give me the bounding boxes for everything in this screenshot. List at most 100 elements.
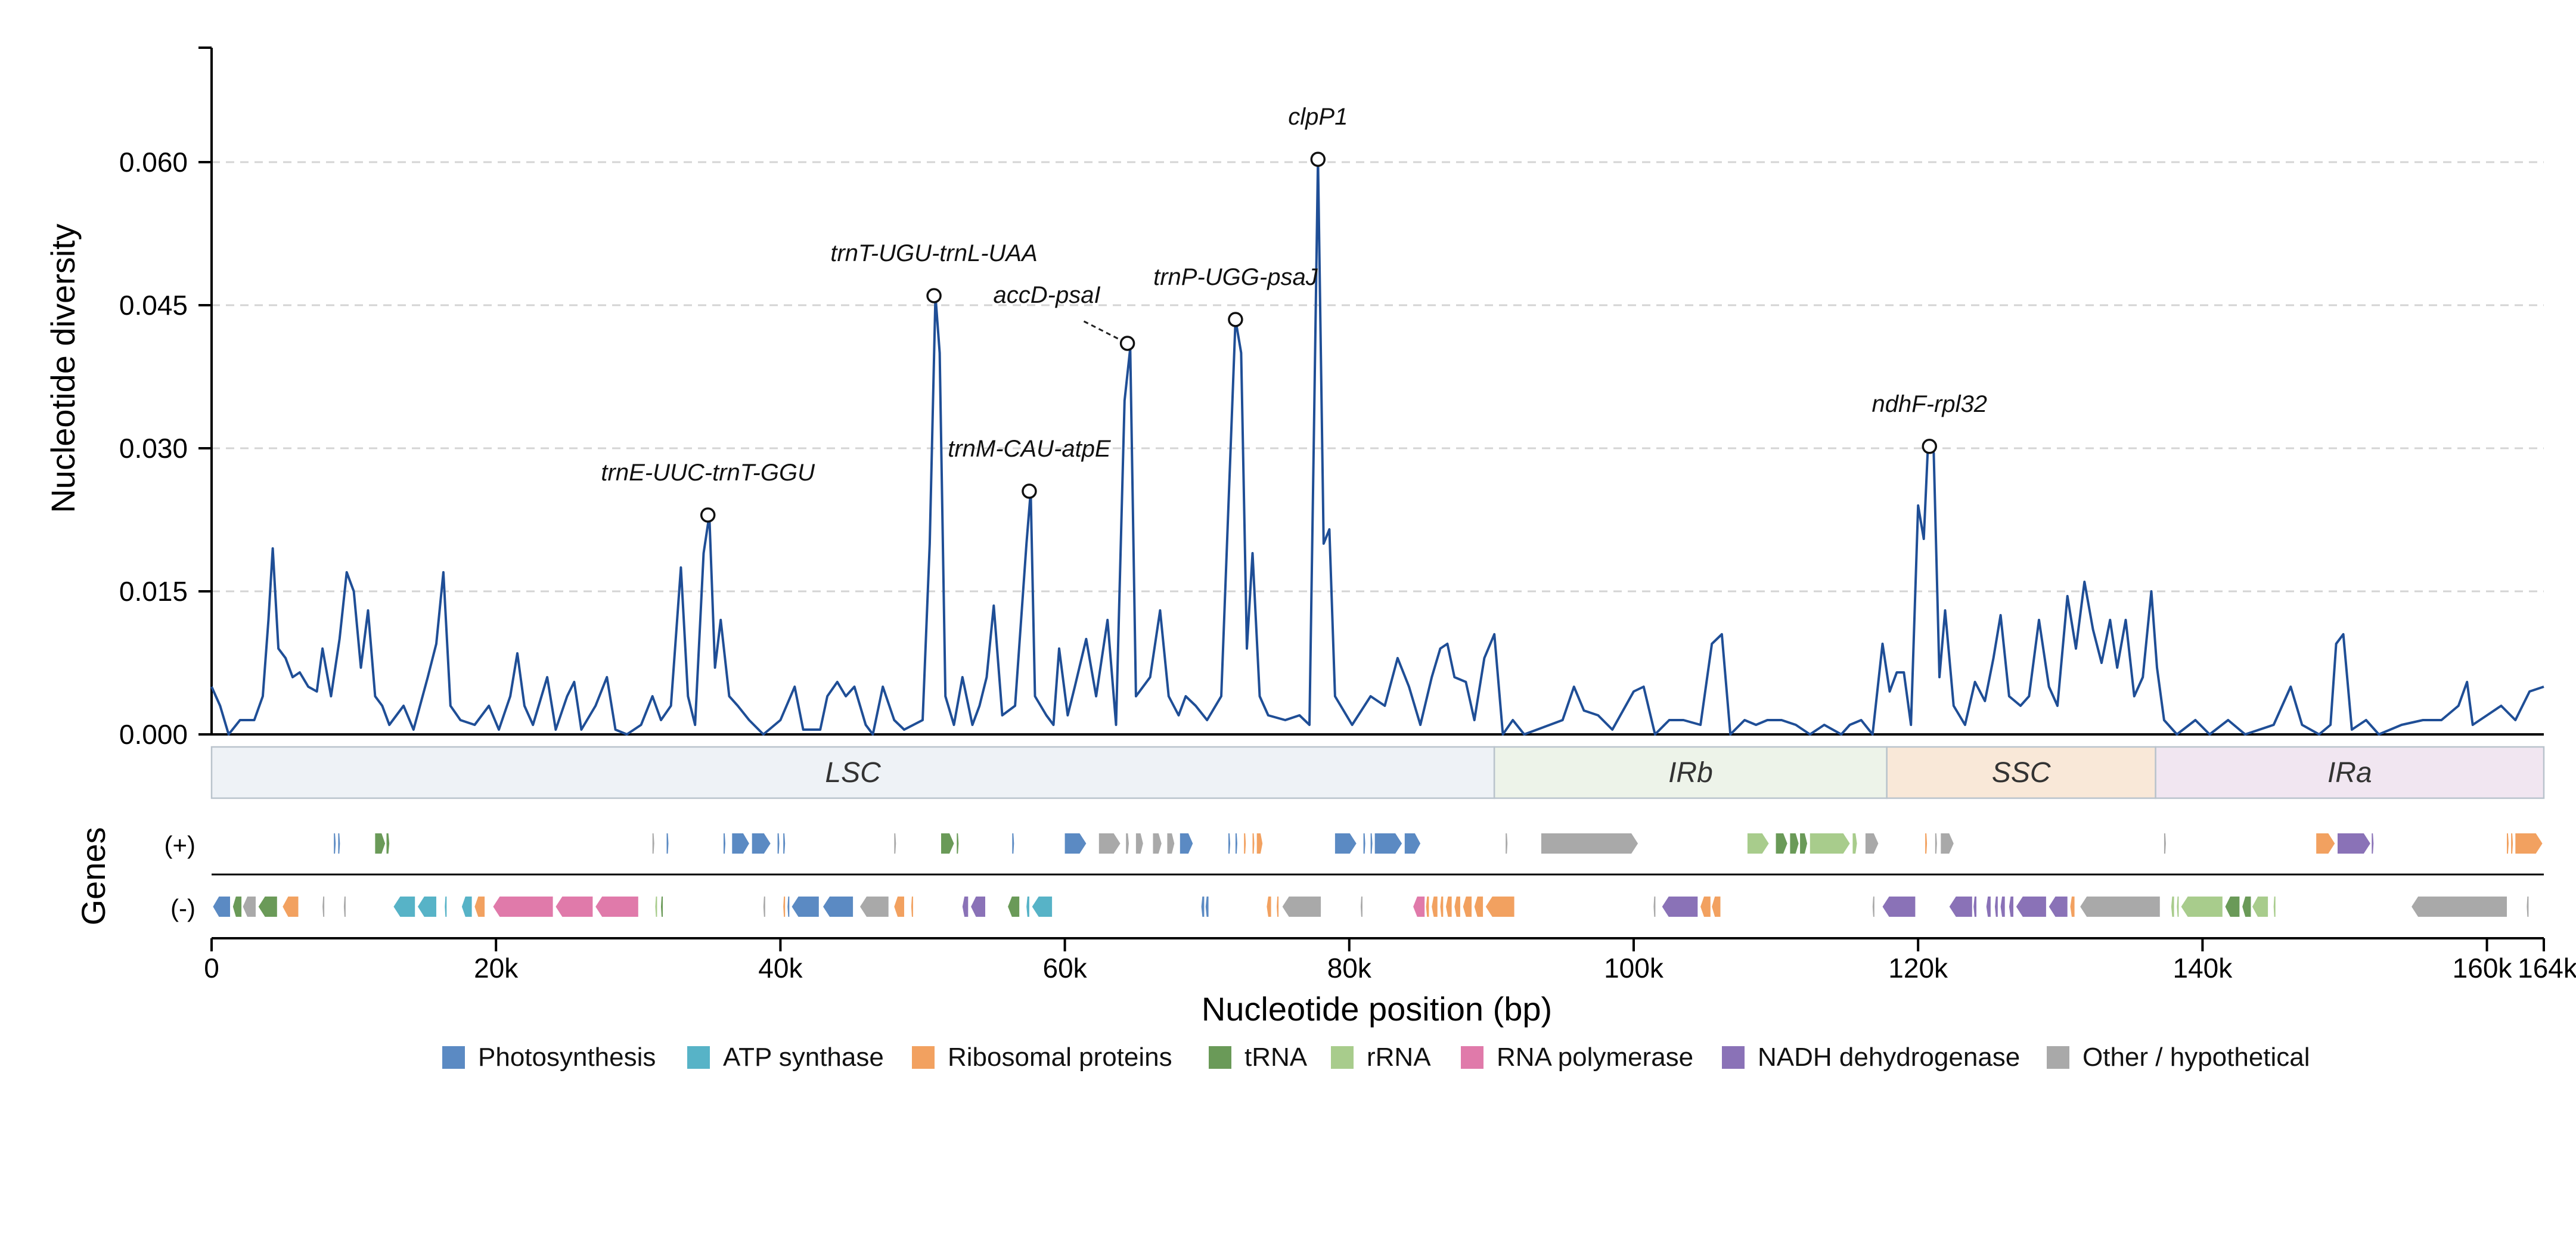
- gene-other: [1167, 833, 1175, 854]
- gene-ribo: [1925, 833, 1928, 854]
- region-label-irb: IRb: [1668, 757, 1713, 789]
- gene-ndh: [1882, 897, 1916, 917]
- gene-tracks: [213, 833, 2543, 917]
- gene-trna: [232, 897, 242, 917]
- gene-other: [1506, 833, 1508, 854]
- gene-ribo: [1440, 897, 1444, 917]
- gene-ndh: [1949, 897, 1972, 917]
- x-tick-label: 20k: [474, 953, 519, 984]
- peak-marker: [926, 288, 942, 303]
- gene-photo: [1404, 833, 1421, 854]
- peak-label: trnE-UUC-trnT-GGU: [601, 460, 815, 486]
- gene-atp: [461, 897, 472, 917]
- legend-swatch-ribo: [912, 1046, 935, 1069]
- x-tick-label: 40k: [758, 953, 803, 984]
- gene-photo: [1064, 833, 1087, 854]
- legend-label-ribo: Ribosomal proteins: [948, 1043, 1172, 1072]
- gene-atp: [418, 897, 436, 917]
- gene-other: [243, 897, 256, 917]
- gene-photo: [823, 897, 854, 917]
- peak-marker: [1022, 483, 1037, 499]
- strand-minus-label: (-): [170, 894, 195, 922]
- gene-trna: [2225, 897, 2240, 917]
- gene-other: [1653, 897, 1656, 917]
- gene-ndh: [2049, 897, 2068, 917]
- gene-trna: [661, 897, 663, 917]
- gene-photo: [783, 833, 786, 854]
- gene-ribo: [1474, 897, 1483, 917]
- legend-label-photo: Photosynthesis: [478, 1043, 656, 1072]
- gene-photo: [1201, 897, 1205, 917]
- gene-ndh: [962, 897, 969, 917]
- gene-rrna: [1747, 833, 1769, 854]
- genes-track-title: Genes: [75, 827, 112, 926]
- gene-other: [2164, 833, 2166, 854]
- region-label-lsc: LSC: [825, 757, 881, 789]
- gene-other: [894, 833, 896, 854]
- gene-ndh: [1995, 897, 1998, 917]
- peak-annotations: trnE-UUC-trnT-GGU trnT-UGU-trnL-UAA trnM-C…: [601, 104, 1987, 523]
- x-tick-label: 160k: [2453, 953, 2513, 984]
- gene-ndh: [2372, 833, 2374, 854]
- gene-ribo: [1446, 897, 1452, 917]
- peak-marker: [1228, 312, 1243, 327]
- legend-swatch-photo: [442, 1046, 465, 1069]
- gridlines: [212, 161, 2544, 593]
- gene-other: [1098, 833, 1121, 854]
- gene-trna: [1790, 833, 1799, 854]
- legend-swatch-ndh: [1722, 1046, 1745, 1069]
- gene-rrna: [655, 897, 657, 917]
- gene-other: [1865, 833, 1879, 854]
- legend-swatch-rrna: [1331, 1046, 1354, 1069]
- gene-ribo: [1700, 897, 1711, 917]
- gene-ribo: [1256, 833, 1263, 854]
- gene-rnap: [493, 897, 553, 917]
- x-tick-label: 0: [204, 953, 219, 984]
- gene-ribo: [1454, 897, 1460, 917]
- legend: Photosynthesis ATP synthase Ribosomal prot…: [442, 1043, 2310, 1072]
- gene-ribo: [2316, 833, 2335, 854]
- gene-other: [2411, 897, 2507, 917]
- diversity-line: [210, 156, 2544, 736]
- gene-ribo: [283, 897, 299, 917]
- x-tick-label: 140k: [2172, 953, 2233, 984]
- x-axis-title: Nucleotide position (bp): [1202, 990, 1552, 1028]
- gene-ribo: [911, 897, 913, 917]
- legend-swatch-rnap: [1461, 1046, 1483, 1069]
- gene-atp: [1026, 897, 1029, 917]
- gene-trna: [1776, 833, 1787, 854]
- gene-ribo: [1267, 897, 1271, 917]
- gene-ndh: [1986, 897, 1991, 917]
- gene-photo: [213, 897, 230, 917]
- gene-ndh: [2338, 833, 2370, 854]
- gene-photo: [1180, 833, 1193, 854]
- genome-regions: LSC IRb SSC IRa: [210, 746, 2545, 799]
- gene-ndh: [1662, 897, 1698, 917]
- gene-ribo: [1712, 897, 1721, 917]
- gene-photo: [1370, 833, 1373, 854]
- gene-other: [1541, 833, 1638, 854]
- legend-label-ndh: NADH dehydrogenase: [1758, 1043, 2020, 1072]
- gene-ndh: [2000, 897, 2005, 917]
- peak-marker: [700, 507, 716, 523]
- gene-photo: [732, 833, 749, 854]
- gene-photo: [1334, 833, 1357, 854]
- gene-ribo: [474, 897, 485, 917]
- gene-ribo: [2070, 897, 2075, 917]
- gene-photo: [752, 833, 771, 854]
- gene-other: [2080, 897, 2160, 917]
- gene-trna: [386, 833, 390, 854]
- gene-atp: [445, 897, 447, 917]
- peak-label: trnM-CAU-atpE: [948, 436, 1112, 462]
- gene-trna: [1008, 897, 1020, 917]
- peak-label: ndhF-rpl32: [1872, 391, 1987, 417]
- diversity-line-series: [210, 156, 2544, 736]
- region-box-irb: [1493, 746, 1888, 799]
- peak-label: trnT-UGU-trnL-UAA: [830, 240, 1037, 266]
- peak-leader-line: [1082, 320, 1119, 340]
- gene-photo: [777, 833, 780, 854]
- gene-other: [1935, 833, 1937, 854]
- gene-trna: [1800, 833, 1808, 854]
- gene-atp: [1032, 897, 1053, 917]
- strand-plus-label: (+): [165, 831, 196, 859]
